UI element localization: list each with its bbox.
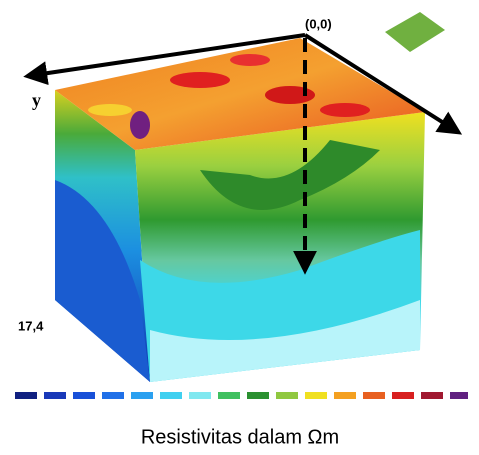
resistivity-block [55, 38, 425, 382]
caption: Resistivitas dalam Ωm [141, 426, 339, 448]
anomaly [170, 72, 230, 88]
y-label: y [32, 90, 41, 110]
anomaly [88, 104, 132, 116]
anomaly [265, 86, 315, 104]
anomaly [130, 111, 150, 139]
origin-label: (0,0) [305, 16, 332, 31]
anomaly [230, 54, 270, 66]
depth-label: 17,4 [18, 318, 44, 333]
anomaly [320, 103, 370, 117]
figure: (0,0) y 17,4 Resistivitas dalam Ωm [0, 0, 479, 455]
map-icon [385, 12, 445, 52]
color-legend [15, 392, 468, 399]
